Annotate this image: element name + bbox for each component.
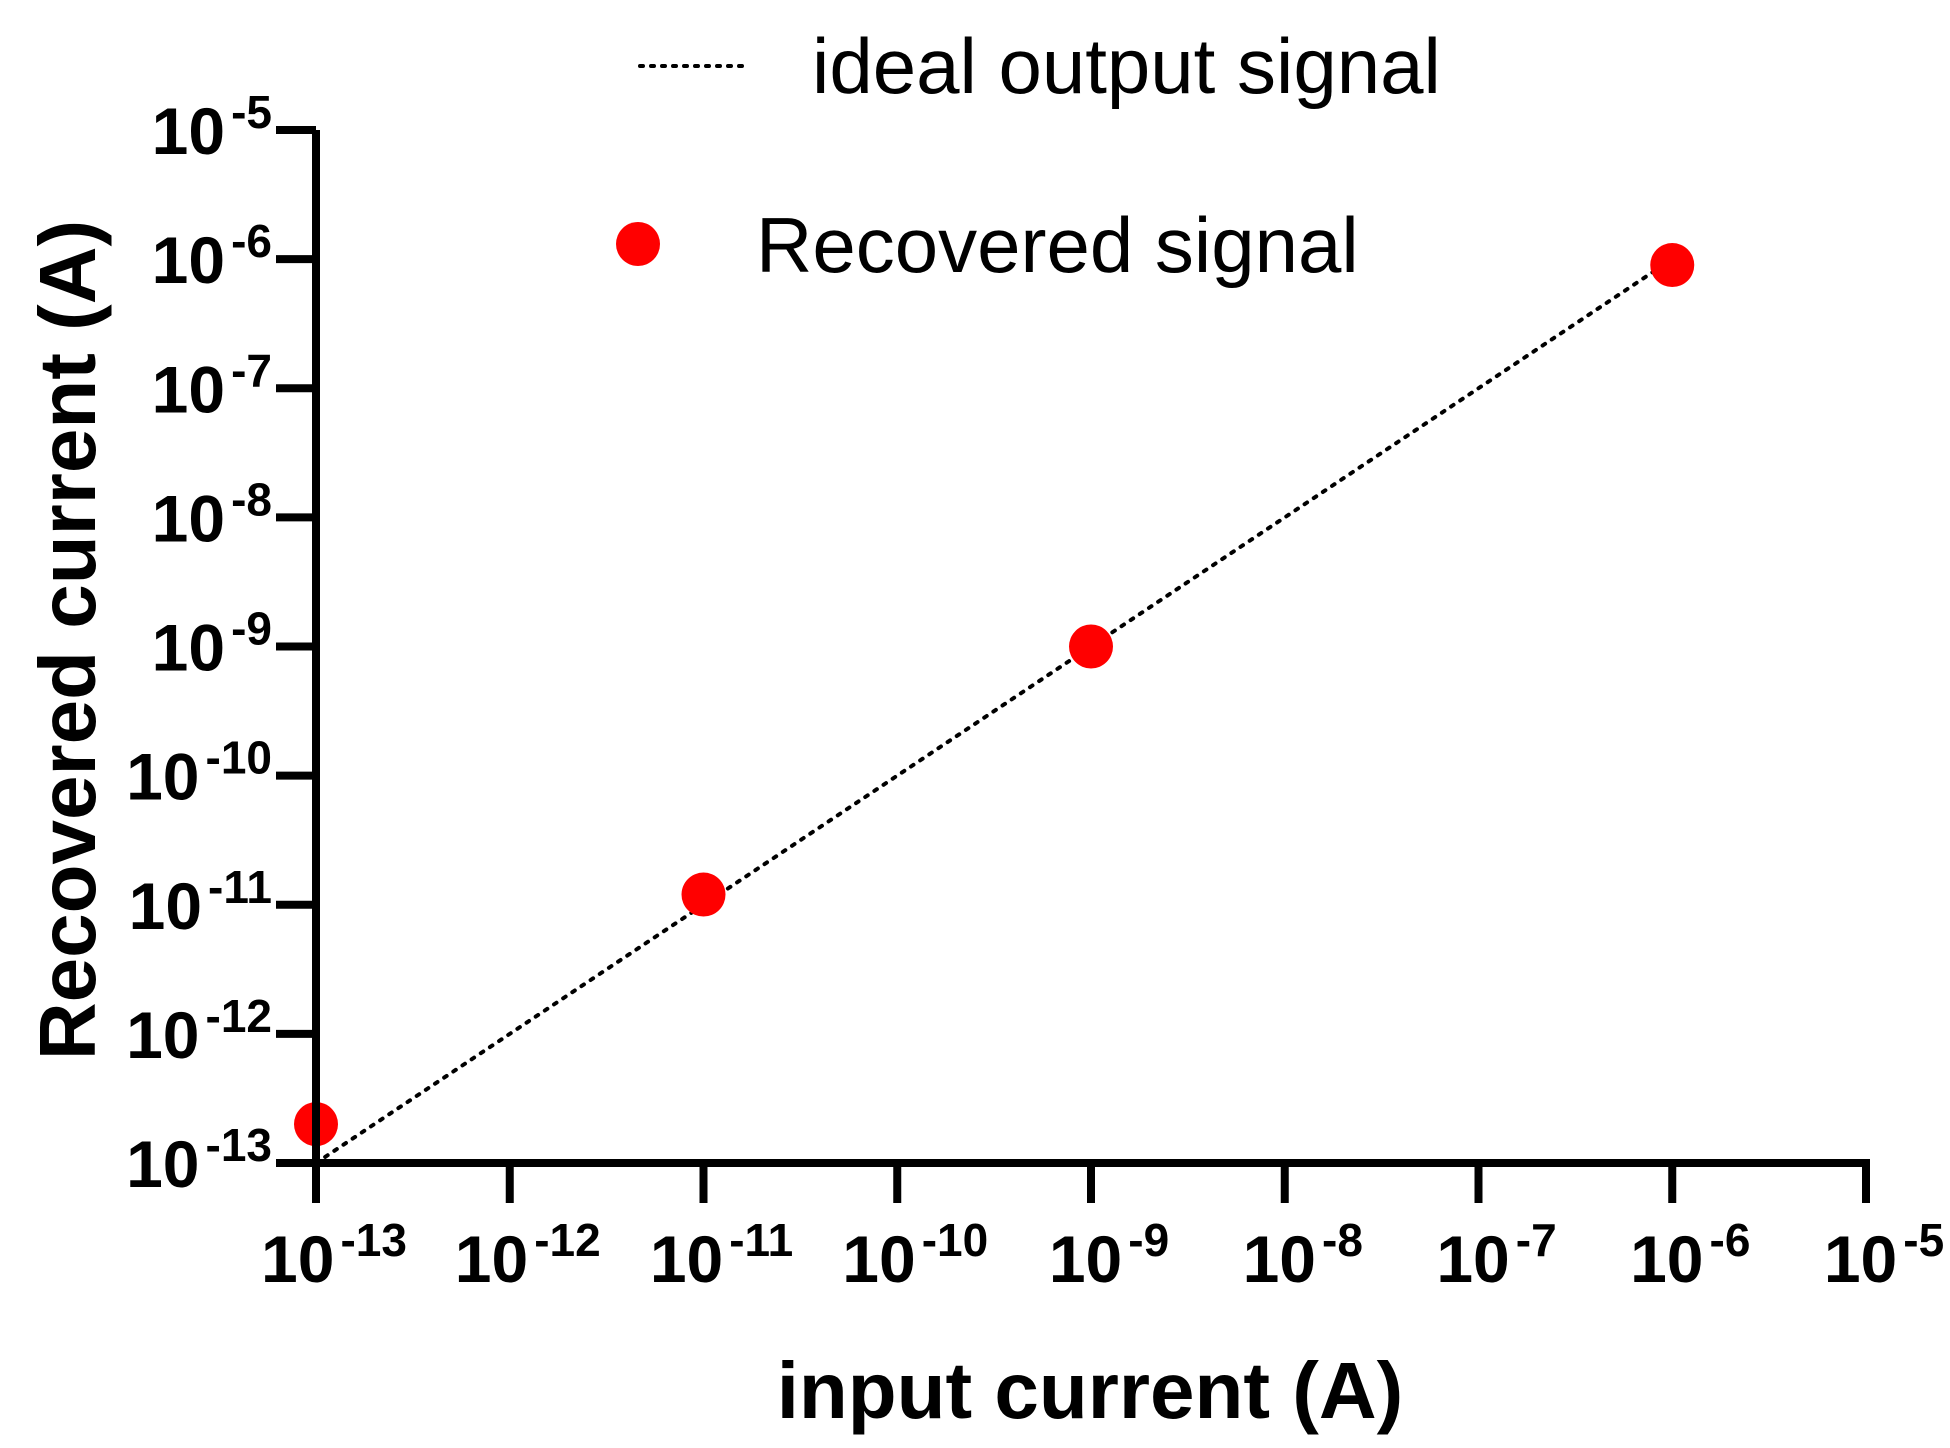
- y-tick-label-base: 10: [152, 352, 225, 426]
- y-tick-label-exponent: -12: [206, 990, 272, 1042]
- y-tick-label-exponent: -10: [206, 732, 272, 784]
- y-tick-label-exponent: -8: [231, 473, 272, 525]
- y-tick-label-exponent: -5: [231, 86, 272, 138]
- axes: 10 -13 10 -12 10 -11 10 -10 10 -9 10 -8 10 -7 10 -6 10 -5…: [126, 86, 1944, 1296]
- y-tick-label: 10 -11: [129, 861, 272, 943]
- y-tick-label: 10 -6: [152, 215, 272, 297]
- x-tick-label: 10 -11: [650, 1214, 793, 1296]
- y-axis-title: Recovered current (A): [23, 220, 112, 1060]
- x-tick-label-exponent: -10: [922, 1214, 988, 1266]
- x-tick-label-base: 10: [1824, 1222, 1897, 1296]
- y-tick-label: 10 -8: [152, 473, 272, 555]
- x-tick-label-base: 10: [261, 1222, 334, 1296]
- x-tick-label-base: 10: [1243, 1222, 1316, 1296]
- y-tick-label: 10 -7: [152, 344, 272, 426]
- legend: ideal output signal Recovered signal: [616, 22, 1441, 289]
- y-tick-label: 10 -10: [126, 732, 272, 814]
- plot-area: [294, 243, 1695, 1165]
- x-tick-label-exponent: -7: [1516, 1214, 1557, 1266]
- x-tick-label-base: 10: [1436, 1222, 1509, 1296]
- x-tick-label: 10 -9: [1049, 1214, 1169, 1296]
- recovered-signal-point: [1650, 243, 1695, 288]
- x-tick-label-base: 10: [650, 1222, 723, 1296]
- y-tick-label-base: 10: [126, 740, 199, 814]
- y-tick-label-exponent: -11: [208, 861, 272, 913]
- y-tick-label-base: 10: [126, 998, 199, 1072]
- legend-recovered-marker-swatch: [616, 222, 660, 266]
- y-tick-label-exponent: -9: [231, 603, 272, 655]
- y-tick-label: 10 -12: [126, 990, 272, 1072]
- x-tick-label-exponent: -8: [1322, 1214, 1363, 1266]
- y-tick-label-base: 10: [152, 481, 225, 555]
- y-tick-label-base: 10: [126, 1127, 199, 1201]
- x-axis-title: input current (A): [777, 1346, 1404, 1435]
- x-tick-label-exponent: -12: [534, 1214, 600, 1266]
- x-tick-label: 10 -5: [1824, 1214, 1944, 1296]
- y-tick-label: 10 -13: [126, 1119, 272, 1201]
- x-tick-label-base: 10: [1049, 1222, 1122, 1296]
- x-tick-label-base: 10: [455, 1222, 528, 1296]
- y-tick-label-exponent: -6: [231, 215, 272, 267]
- x-tick-label: 10 -13: [261, 1214, 407, 1296]
- legend-label-ideal: ideal output signal: [812, 22, 1441, 110]
- y-tick-label-exponent: -7: [231, 344, 272, 396]
- x-tick-label: 10 -10: [842, 1214, 988, 1296]
- y-tick-label: 10 -9: [152, 603, 272, 685]
- x-tick-label: 10 -8: [1243, 1214, 1363, 1296]
- x-tick-label-base: 10: [1630, 1222, 1703, 1296]
- x-tick-label-base: 10: [842, 1222, 915, 1296]
- x-tick-label-exponent: -9: [1128, 1214, 1169, 1266]
- x-tick-label-exponent: -5: [1903, 1214, 1944, 1266]
- y-tick-label-base: 10: [129, 869, 202, 943]
- legend-label-recovered: Recovered signal: [756, 201, 1359, 289]
- x-tick-label: 10 -7: [1436, 1214, 1556, 1296]
- y-tick-label-exponent: -13: [206, 1119, 272, 1171]
- recovered-signal-point: [1069, 624, 1113, 669]
- recovered-signal-point: [681, 872, 726, 917]
- x-tick-label-exponent: -11: [729, 1214, 793, 1266]
- x-tick-label: 10 -12: [455, 1214, 601, 1296]
- x-tick-label-exponent: -6: [1710, 1214, 1751, 1266]
- ideal-output-line: [314, 257, 1675, 1165]
- y-tick-label: 10 -5: [152, 86, 272, 168]
- y-tick-label-base: 10: [152, 94, 225, 168]
- x-tick-label: 10 -6: [1630, 1214, 1750, 1296]
- y-tick-label-base: 10: [152, 223, 225, 297]
- y-tick-label-base: 10: [152, 611, 225, 685]
- x-tick-label-exponent: -13: [340, 1214, 406, 1266]
